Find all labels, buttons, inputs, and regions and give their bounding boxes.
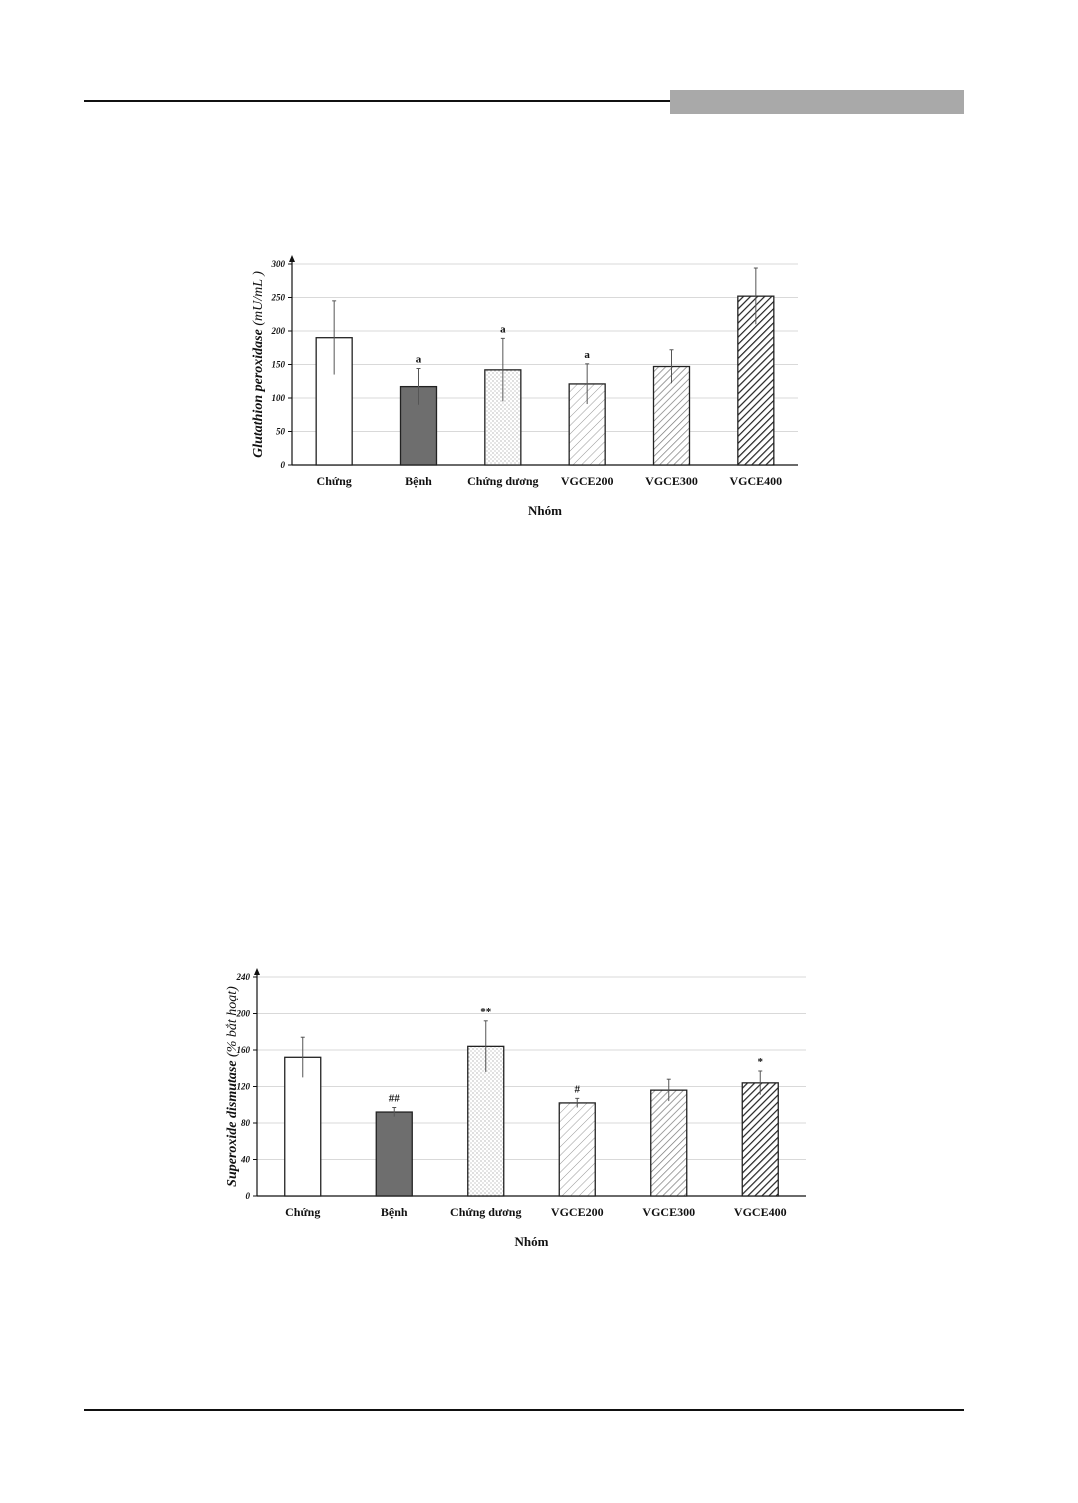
category-label: VGCE200 — [551, 1205, 604, 1219]
y-tick-label: 0 — [281, 460, 286, 470]
y-tick-label: 100 — [272, 393, 286, 403]
category-label: Chứng dương — [450, 1205, 521, 1219]
category-label: VGCE200 — [561, 474, 614, 488]
bar — [284, 1056, 322, 1197]
bar — [558, 1102, 596, 1197]
significance-label: a — [584, 349, 590, 361]
x-axis-title: Nhóm — [528, 503, 562, 518]
significance-label: ## — [389, 1092, 401, 1104]
y-axis-title: Superoxide dismutase (% bắt hoạt) — [225, 986, 240, 1187]
y-axis-arrow — [289, 255, 295, 262]
y-tick-label: 240 — [236, 972, 251, 982]
y-tick-label: 50 — [276, 427, 286, 437]
category-label: Bệnh — [381, 1205, 408, 1219]
y-tick-label: 0 — [246, 1191, 251, 1201]
y-axis-title-main: Superoxide dismutase — [225, 1057, 240, 1187]
y-tick-label: 200 — [236, 1009, 251, 1019]
sod-bar-chart: 0 40 80 120 160 200 240 Chứng ## Bệnh ** Chứng dươn… — [225, 968, 806, 1249]
footer-rule — [84, 1409, 964, 1411]
category-label: Chứng — [285, 1205, 320, 1219]
y-axis-arrow — [254, 968, 260, 975]
y-axis-title-main: Glutathion peroxidase — [251, 326, 266, 458]
category-label: VGCE300 — [642, 1205, 695, 1219]
bar — [375, 1111, 413, 1197]
category-label: VGCE400 — [729, 474, 782, 488]
y-tick-label: 250 — [271, 293, 286, 303]
y-axis-title: Glutathion peroxidase (mU/mL ) — [251, 271, 266, 458]
significance-label: * — [758, 1056, 764, 1068]
y-axis-title-unit: (% bắt hoạt) — [225, 986, 240, 1057]
gpx-bar-chart: 0 50 100 150 200 250 300 Chứng a Bệnh a Chứng dương… — [251, 255, 798, 518]
header-rule — [84, 100, 670, 102]
y-tick-label: 150 — [272, 360, 286, 370]
y-tick-label: 40 — [240, 1155, 251, 1165]
category-label: Bệnh — [405, 474, 432, 488]
bar — [652, 365, 691, 466]
category-label: Chứng dương — [467, 474, 538, 488]
significance-label: a — [500, 323, 506, 335]
header-band — [670, 90, 964, 114]
significance-label: ** — [480, 1006, 492, 1018]
bar — [650, 1089, 688, 1197]
y-tick-label: 120 — [237, 1082, 251, 1092]
category-label: VGCE400 — [734, 1205, 787, 1219]
x-axis-title: Nhóm — [515, 1234, 549, 1249]
bar — [399, 385, 438, 466]
significance-label: # — [575, 1083, 581, 1095]
y-tick-label: 160 — [237, 1045, 251, 1055]
significance-label: a — [416, 354, 422, 366]
category-label: VGCE300 — [645, 474, 698, 488]
y-tick-label: 300 — [271, 259, 286, 269]
y-tick-label: 80 — [241, 1118, 251, 1128]
bar — [741, 1082, 779, 1197]
category-label: Chứng — [317, 474, 352, 488]
y-axis-title-unit: (mU/mL ) — [251, 271, 266, 326]
y-tick-label: 200 — [271, 326, 286, 336]
